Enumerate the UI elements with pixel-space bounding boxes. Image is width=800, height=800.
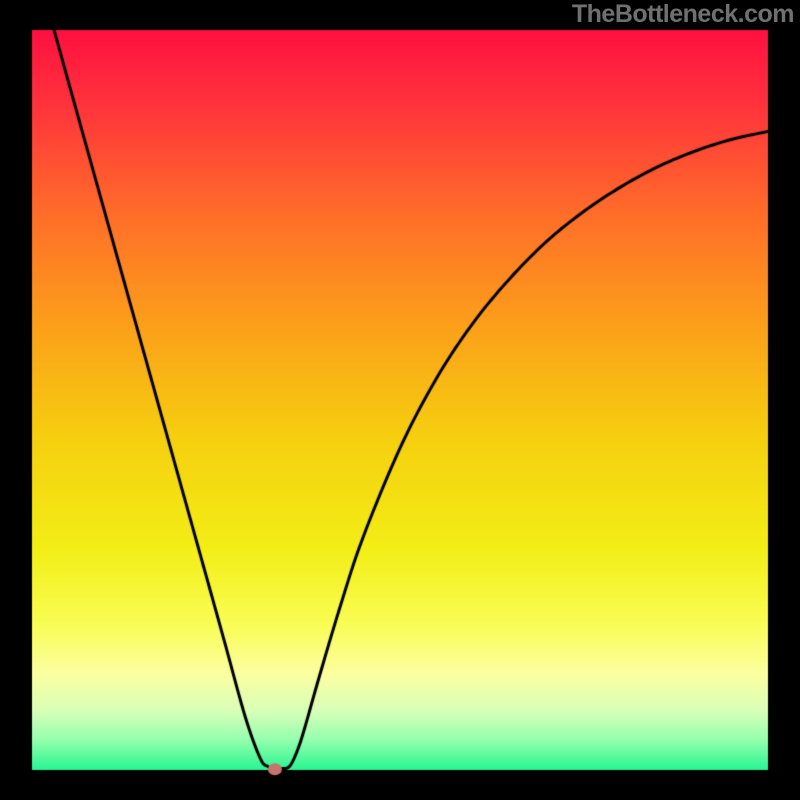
bottleneck-chart — [0, 0, 800, 800]
